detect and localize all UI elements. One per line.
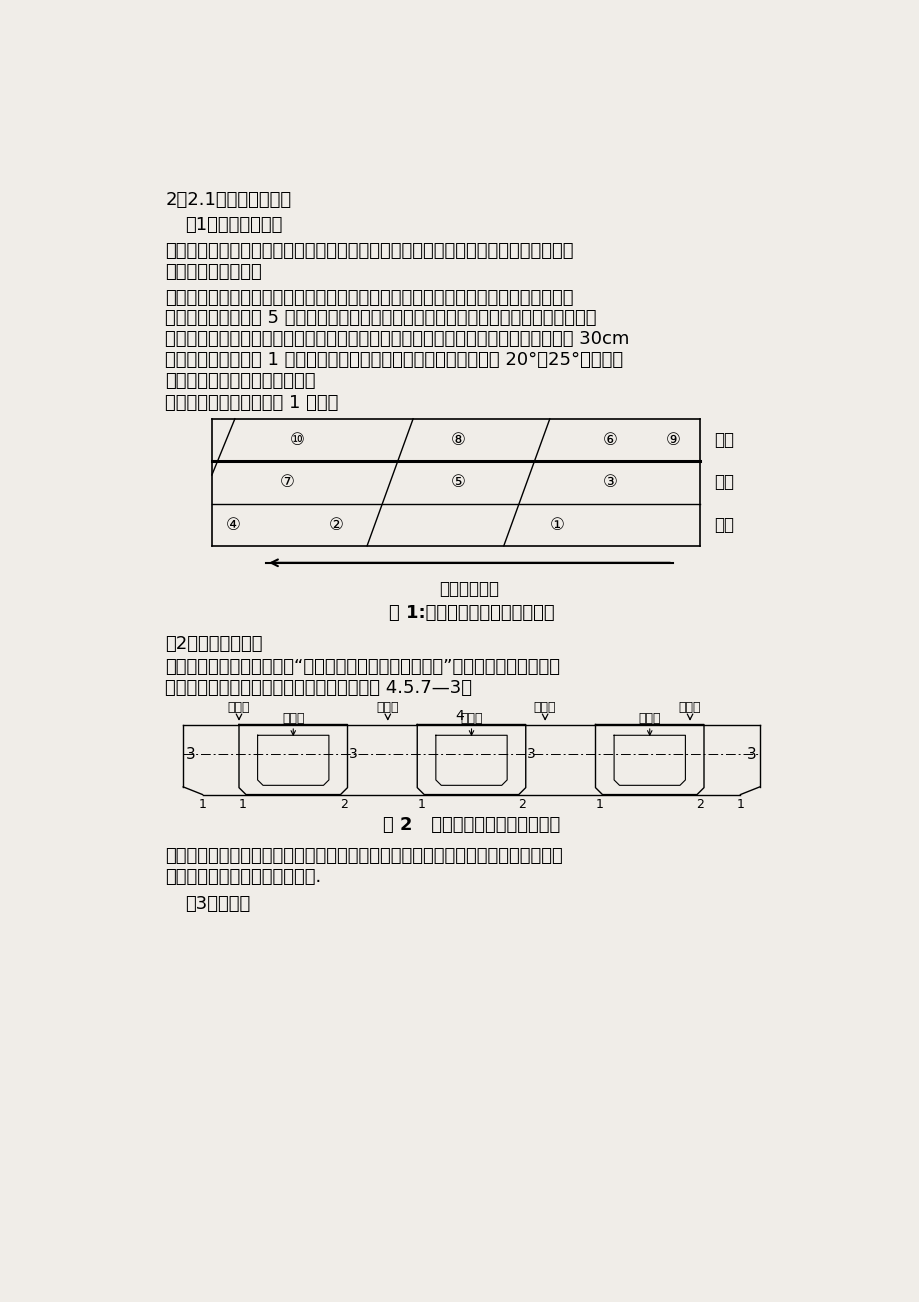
Text: ⑩: ⑩ xyxy=(289,431,304,449)
Text: （1）纵向浇筑顺序: （1）纵向浇筑顺序 xyxy=(185,216,282,234)
Text: 下料口: 下料口 xyxy=(638,712,660,725)
Text: 原则，当分段距离远时，为了保证不出现冷接缝，分层的厚度可适当减少。分层厚度在 30cm: 原则，当分段距离远时，为了保证不出现冷接缝，分层的厚度可适当减少。分层厚度在 3… xyxy=(165,331,630,348)
Text: 实体段浇筑为整个断面浇筑，筱梁段就每筱的底板、腹板高度，沿结构横截面以斜坡层: 实体段浇筑为整个断面浇筑，筱梁段就每筱的底板、腹板高度，沿结构横截面以斜坡层 xyxy=(165,289,573,307)
Text: ②: ② xyxy=(329,516,344,534)
Text: 向前推进，分段长度 5 米左右，根据情况适当进行调整距离，保证混凝土不出现冷接缝为: 向前推进，分段长度 5 米左右，根据情况适当进行调整距离，保证混凝土不出现冷接缝… xyxy=(165,310,596,328)
Text: （2）横向浇筑顺序: （2）横向浇筑顺序 xyxy=(165,635,263,654)
Text: 纵向前进方向: 纵向前进方向 xyxy=(439,579,499,598)
Text: 下料口: 下料口 xyxy=(376,700,399,713)
Text: ③: ③ xyxy=(602,474,617,491)
Text: 下料口: 下料口 xyxy=(678,700,700,713)
Text: 2．2.1混凝土浇筑顺序: 2．2.1混凝土浇筑顺序 xyxy=(165,191,291,208)
Text: 端向跨中连续浇筑。: 端向跨中连续浇筑。 xyxy=(165,263,262,280)
Text: 图 1:系梁纵向混凝土浇筑顺序图: 图 1:系梁纵向混凝土浇筑顺序图 xyxy=(388,604,554,622)
Text: ①: ① xyxy=(549,516,563,534)
Text: 腹板: 腹板 xyxy=(713,474,733,491)
Text: ⑥: ⑥ xyxy=(602,431,617,449)
Text: 左右。每次大约需用 1 小时后，再浇筑上层混凝土。在斜坡层倾斜角 20°～25°。纵向分: 左右。每次大约需用 1 小时后，再浇筑上层混凝土。在斜坡层倾斜角 20°～25°… xyxy=(165,352,623,368)
Text: ⑧: ⑧ xyxy=(450,431,465,449)
Text: ④: ④ xyxy=(226,516,241,534)
Text: 混凝土浇筑过程中横向坚持“对称、平衡、均匀、同步进行”的原则，沿梁高方向先: 混凝土浇筑过程中横向坚持“对称、平衡、均匀、同步进行”的原则，沿梁高方向先 xyxy=(165,659,560,676)
Text: 1: 1 xyxy=(595,798,603,811)
Text: ⑨: ⑨ xyxy=(664,431,680,449)
Text: 底板浇筑时从每筱的顶板内模预留孔下料。严禁从腹板下料、振捣，避免腹板和底板: 底板浇筑时从每筱的顶板内模预留孔下料。严禁从腹板下料、振捣，避免腹板和底板 xyxy=(165,846,562,865)
Text: 浇筑底板，再浇筑腹板，最后浇筑顶板，如图 4.5.7—3。: 浇筑底板，再浇筑腹板，最后浇筑顶板，如图 4.5.7—3。 xyxy=(165,680,471,697)
Text: 下料口: 下料口 xyxy=(282,712,304,725)
Text: 考虑到通航段支架采用贝雷片搞设，且跨度大，其挠度变形较大，混凝土浇筑由系梁两: 考虑到通航段支架采用贝雷片搞设，且跨度大，其挠度变形较大，混凝土浇筑由系梁两 xyxy=(165,242,573,260)
Text: 顶板: 顶板 xyxy=(713,431,733,449)
Text: ⑤: ⑤ xyxy=(450,474,465,491)
Text: 倒角部分混凝土出现孔洞和蜂窝.: 倒角部分混凝土出现孔洞和蜂窝. xyxy=(165,867,322,885)
Text: 每段纵向浇筑顺序如下图 1 所示：: 每段纵向浇筑顺序如下图 1 所示： xyxy=(165,395,338,413)
Text: 1: 1 xyxy=(416,798,425,811)
Text: 1: 1 xyxy=(239,798,246,811)
Text: 3: 3 xyxy=(186,746,196,762)
Text: 2: 2 xyxy=(517,798,526,811)
Text: 3: 3 xyxy=(348,747,357,762)
Text: 1: 1 xyxy=(199,798,206,811)
Text: 3: 3 xyxy=(746,746,756,762)
Text: 2: 2 xyxy=(339,798,347,811)
Text: 1: 1 xyxy=(736,798,743,811)
Text: 图 2   系梁横向混凝土浇筑顺序图: 图 2 系梁横向混凝土浇筑顺序图 xyxy=(382,816,560,835)
Text: 下料口: 下料口 xyxy=(228,700,250,713)
Text: 3: 3 xyxy=(527,747,535,762)
Text: 2: 2 xyxy=(696,798,703,811)
Text: 底板: 底板 xyxy=(713,516,733,534)
Text: 段，竖向分层进行混凝土浇筑。: 段，竖向分层进行混凝土浇筑。 xyxy=(165,372,315,389)
Text: 下料口: 下料口 xyxy=(533,700,556,713)
Text: 下料口: 下料口 xyxy=(460,712,482,725)
Text: 4: 4 xyxy=(455,710,464,723)
Text: （3）拱脚处: （3）拱脚处 xyxy=(185,894,250,913)
Text: ⑦: ⑦ xyxy=(279,474,294,491)
